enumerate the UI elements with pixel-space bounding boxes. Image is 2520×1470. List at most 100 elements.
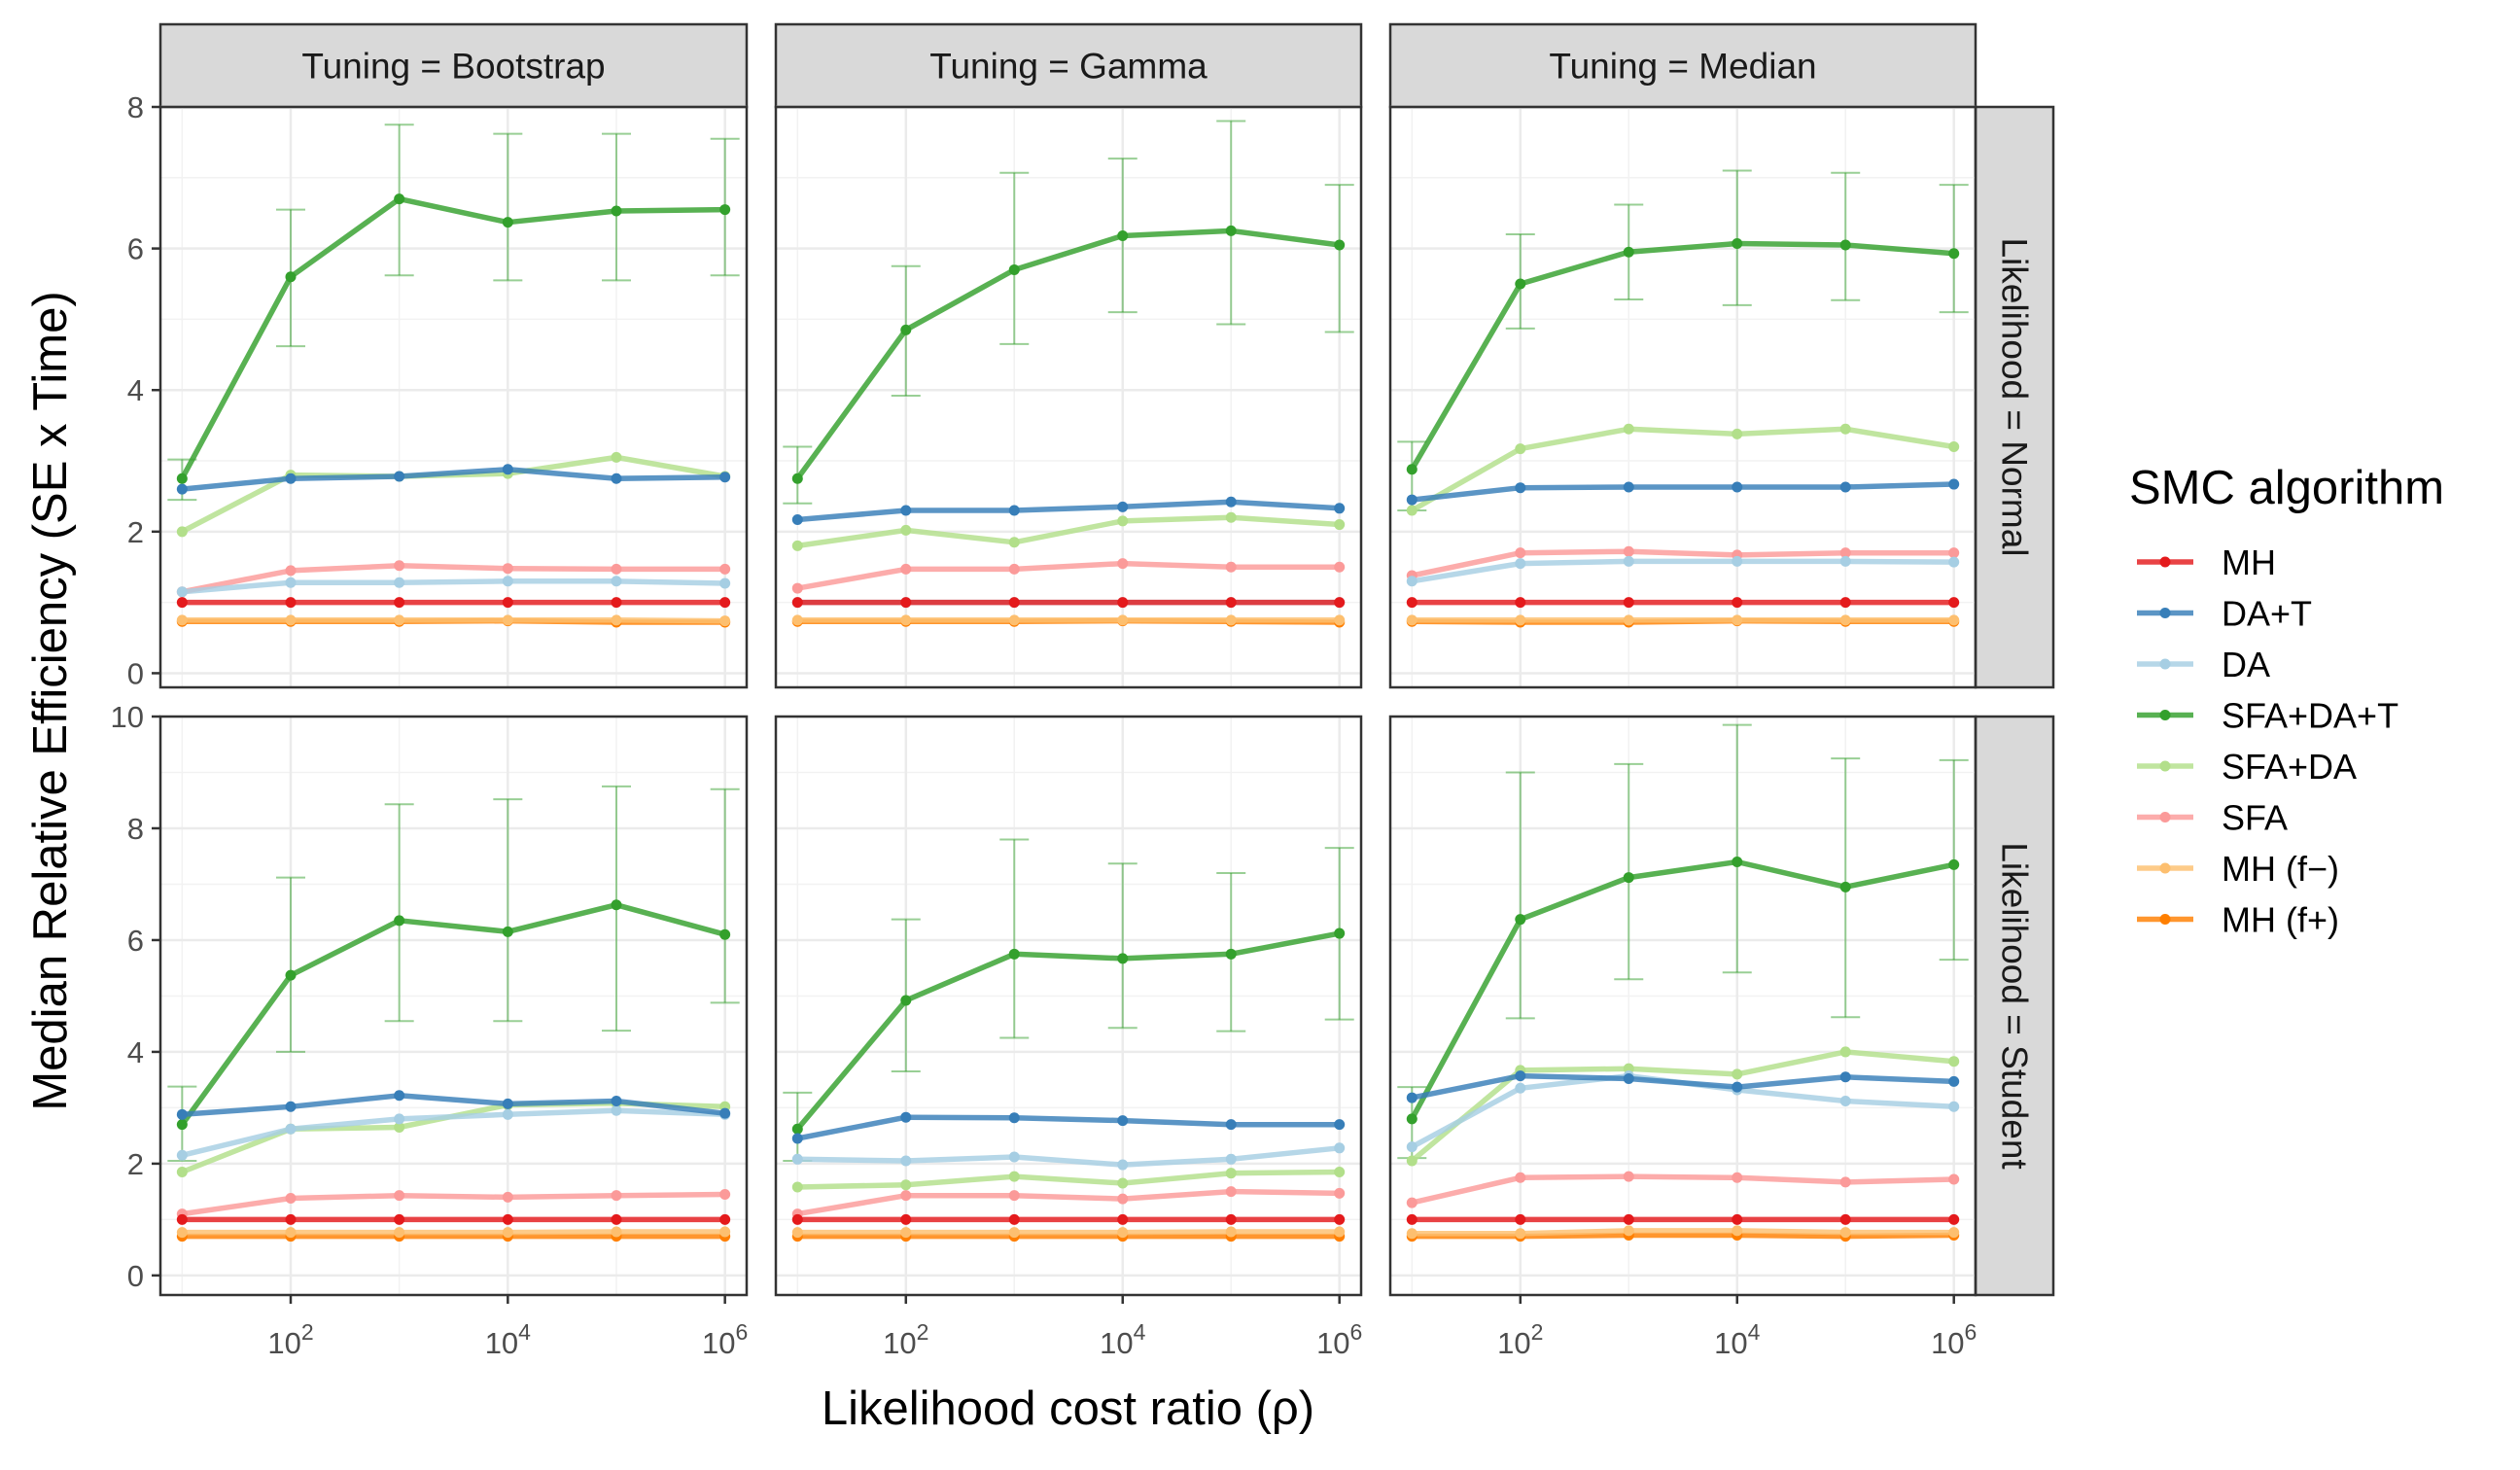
x-tick-label: 106	[1316, 1319, 1362, 1360]
data-point	[1839, 423, 1851, 435]
data-point	[1948, 614, 1960, 626]
data-point	[1515, 1213, 1526, 1225]
data-point	[611, 1190, 622, 1202]
series-line-sfa-da-t	[1409, 858, 1955, 1121]
data-point	[1515, 914, 1526, 926]
series-line-mh-f-	[182, 617, 725, 624]
data-point	[1406, 1113, 1418, 1125]
data-point	[502, 464, 513, 475]
data-point	[1839, 881, 1851, 892]
data-point	[1225, 1226, 1237, 1238]
data-point	[1334, 614, 1346, 626]
data-point	[176, 483, 188, 495]
data-point	[719, 1107, 731, 1119]
data-point	[1839, 1213, 1851, 1225]
data-point	[1948, 440, 1960, 452]
data-point	[394, 560, 405, 572]
series-line-sfa-da-t	[179, 195, 725, 480]
data-point	[719, 1213, 731, 1225]
data-point	[176, 472, 188, 484]
data-point	[1406, 494, 1418, 506]
data-point	[1008, 1213, 1020, 1225]
data-point	[176, 597, 188, 609]
series-line-mh-f-	[1412, 1232, 1954, 1240]
data-point	[611, 1104, 622, 1116]
series-line-mh-f-	[797, 1229, 1340, 1236]
data-point	[719, 563, 731, 575]
data-point	[900, 1155, 912, 1167]
data-point	[1948, 556, 1960, 568]
data-point	[1334, 597, 1346, 609]
data-point	[1225, 614, 1237, 626]
data-point	[1948, 1213, 1960, 1225]
data-point	[1732, 1172, 1743, 1183]
data-point	[900, 1190, 912, 1202]
data-point	[900, 614, 912, 626]
legend-key-point	[2159, 914, 2171, 925]
data-point	[502, 1227, 513, 1239]
series-line-sfa	[796, 560, 1340, 591]
series-line-da	[797, 1145, 1340, 1168]
x-tick-label: 104	[485, 1319, 531, 1360]
data-point	[1117, 1159, 1129, 1171]
legend: SMC algorithm MH DA+T DA SFA+DA+T SFA+DA SFA MH…	[2129, 462, 2444, 940]
data-point	[1948, 858, 1960, 870]
data-point	[1225, 1168, 1237, 1179]
data-point	[611, 1226, 622, 1238]
series-line-da-t	[182, 467, 725, 492]
data-point	[285, 1123, 297, 1135]
data-point	[1623, 597, 1634, 609]
data-point	[1623, 1171, 1634, 1182]
data-point	[719, 615, 731, 627]
data-point	[900, 1213, 912, 1225]
legend-label: DA+T	[2222, 594, 2312, 634]
legend-label: DA	[2222, 645, 2270, 684]
data-point	[1732, 597, 1743, 609]
data-point	[611, 597, 622, 609]
data-point	[791, 1213, 803, 1225]
data-point	[719, 1226, 731, 1238]
data-point	[1117, 1213, 1129, 1225]
legend-label: MH	[2222, 542, 2276, 582]
data-point	[1948, 597, 1960, 609]
data-point	[1406, 597, 1418, 609]
data-point	[1623, 545, 1634, 557]
y-tick-label: 6	[127, 232, 144, 266]
data-point	[1623, 555, 1634, 567]
data-point	[611, 1213, 622, 1225]
data-point	[502, 576, 513, 587]
data-point	[1225, 496, 1237, 508]
legend-key-point	[2159, 812, 2171, 822]
y-tick-label: 10	[111, 700, 144, 734]
x-tick-label: 104	[1100, 1319, 1145, 1360]
data-point	[1515, 443, 1526, 455]
data-point	[791, 614, 803, 626]
data-point	[1623, 872, 1634, 884]
data-point	[1225, 1119, 1237, 1131]
data-point	[394, 577, 405, 588]
data-point	[611, 576, 622, 587]
data-point	[285, 577, 297, 588]
data-point	[1732, 1081, 1743, 1093]
data-point	[285, 969, 297, 981]
x-tick-label: 106	[702, 1319, 748, 1360]
data-point	[1008, 1112, 1020, 1124]
data-point	[1334, 503, 1346, 514]
data-point	[1225, 948, 1237, 960]
panel	[1388, 105, 1978, 689]
data-point	[791, 1181, 803, 1193]
data-point	[791, 597, 803, 609]
data-point	[502, 217, 513, 228]
data-point	[1225, 1213, 1237, 1225]
data-point	[1225, 1153, 1237, 1165]
data-point	[1406, 505, 1418, 516]
data-point	[900, 1227, 912, 1239]
data-point	[1117, 597, 1129, 609]
y-tick-label: 4	[127, 373, 144, 407]
series-line-sfa-da	[181, 454, 726, 535]
data-point	[394, 915, 405, 927]
panel	[1388, 715, 1978, 1297]
series-line-sfa-da	[796, 514, 1340, 549]
data-point	[1334, 519, 1346, 531]
data-point	[285, 1227, 297, 1239]
